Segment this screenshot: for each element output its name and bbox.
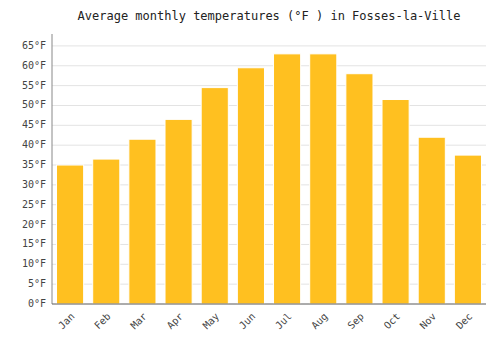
- bar: [165, 119, 192, 304]
- y-tick-label: 40°F: [22, 139, 46, 150]
- y-tick-label: 60°F: [22, 60, 46, 71]
- title: Average monthly temperatures (°F ) in Fo…: [78, 9, 461, 23]
- y-tick-label: 35°F: [22, 159, 46, 170]
- y-tick-label: 25°F: [22, 199, 46, 210]
- x-tick-label: Jul: [273, 311, 294, 332]
- bar: [418, 137, 445, 304]
- grid-line: [52, 65, 486, 66]
- y-tick-label: 0°F: [28, 298, 46, 309]
- y-tick-label: 10°F: [22, 258, 46, 269]
- x-tick-label: Apr: [165, 311, 186, 332]
- y-tick-label: 30°F: [22, 179, 46, 190]
- x-tick-label: Aug: [309, 311, 330, 332]
- grid-line: [52, 105, 486, 106]
- grid: [52, 46, 486, 304]
- bar: [274, 54, 301, 304]
- x-tick-label: Mar: [128, 311, 149, 332]
- x-tick-label: Nov: [418, 311, 439, 332]
- x-tick-label: Jun: [237, 311, 258, 332]
- y-tick-label: 20°F: [22, 219, 46, 230]
- y-axis-line: [52, 34, 53, 304]
- y-tick-label: 50°F: [22, 99, 46, 110]
- bar: [346, 74, 373, 304]
- x-tick-label: May: [201, 311, 222, 332]
- bar: [382, 100, 409, 304]
- chart-svg: 0°F 5°F 10°F 15°F 20°F 25°F 30°F 35°F 40°F 45°F 50…: [0, 0, 500, 350]
- bar: [129, 139, 156, 304]
- chart-container: 0°F 5°F 10°F 15°F 20°F 25°F 30°F 35°F 40°F 45°F 50…: [0, 0, 500, 350]
- grid-line: [52, 85, 486, 86]
- bars: [57, 54, 482, 304]
- y-tick-label: 55°F: [22, 80, 46, 91]
- x-ticks: Jan Feb Mar Apr May Jun Jul Aug Sep Oct Nov Dec: [56, 311, 474, 332]
- grid-line: [52, 304, 486, 305]
- bar: [93, 159, 120, 304]
- bar: [57, 165, 84, 304]
- grid-line: [52, 45, 486, 46]
- grid-line: [52, 125, 486, 126]
- y-tick-label: 65°F: [22, 40, 46, 51]
- bar: [310, 54, 337, 304]
- y-tick-label: 15°F: [22, 238, 46, 249]
- x-tick-label: Jan: [56, 311, 77, 332]
- x-tick-label: Dec: [454, 311, 475, 332]
- x-tick-label: Sep: [345, 311, 366, 332]
- x-tick-label: Oct: [382, 311, 403, 332]
- y-tick-label: 45°F: [22, 119, 46, 130]
- x-tick-label: Feb: [92, 311, 113, 332]
- bar: [237, 68, 264, 304]
- bar: [454, 155, 481, 304]
- y-tick-label: 5°F: [28, 278, 46, 289]
- y-ticks: 0°F 5°F 10°F 15°F 20°F 25°F 30°F 35°F 40°F 45°F 50…: [22, 40, 46, 309]
- x-axis-line: [52, 304, 486, 305]
- bar: [201, 88, 228, 304]
